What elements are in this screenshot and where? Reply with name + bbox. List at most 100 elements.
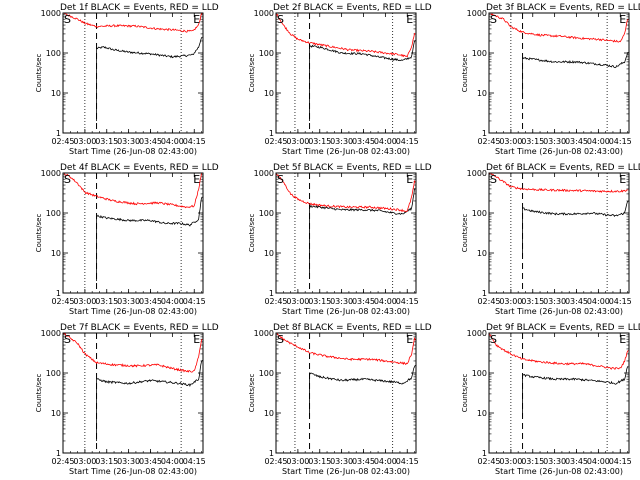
end-marker: E: [619, 333, 626, 346]
x-tick-label: 03:30: [543, 137, 566, 146]
plot-frame: [62, 12, 204, 134]
y-axis-label: Counts/sec: [461, 54, 469, 93]
y-tick-label: 1000: [467, 9, 487, 18]
x-tick-label: 04:00: [587, 137, 610, 146]
lld-series-line: [276, 173, 416, 213]
events-series-line: [96, 36, 203, 121]
start-marker: S: [490, 173, 497, 186]
y-axis-label: Counts/sec: [461, 214, 469, 253]
y-tick-label: 1000: [254, 329, 274, 338]
x-tick-label: 03:00: [286, 297, 309, 306]
y-tick-label: 100: [46, 369, 61, 378]
x-tick-label: 03:45: [352, 137, 375, 146]
panel-title: Det 6f BLACK = Events, RED = LLD: [486, 163, 640, 173]
plot-frame: [62, 172, 204, 294]
y-tick-label: 100: [259, 49, 274, 58]
y-tick-label: 1: [482, 449, 487, 458]
x-tick-label: 03:15: [521, 457, 544, 466]
y-tick-label: 10: [477, 249, 487, 258]
events-series-line: [309, 188, 416, 274]
x-tick-label: 03:45: [139, 297, 162, 306]
y-tick-label: 100: [472, 209, 487, 218]
x-tick-label: 04:15: [183, 137, 206, 146]
y-tick-label: 1000: [467, 329, 487, 338]
plot-frame: [275, 332, 417, 454]
x-tick-label: 04:15: [396, 137, 419, 146]
x-tick-label: 04:15: [396, 457, 419, 466]
start-marker: S: [277, 173, 284, 186]
x-tick-label: 03:00: [73, 297, 96, 306]
end-marker: E: [193, 333, 200, 346]
y-axis-label: Counts/sec: [35, 374, 43, 413]
events-series-line: [522, 51, 629, 97]
y-axis-label: Counts/sec: [248, 214, 256, 253]
events-series-line: [309, 365, 416, 417]
y-tick-label: 1000: [254, 9, 274, 18]
plot-frame: [488, 172, 630, 294]
y-tick-label: 10: [51, 409, 61, 418]
x-tick-label: 04:15: [609, 297, 632, 306]
x-tick-label: 03:00: [499, 457, 522, 466]
y-tick-label: 1: [482, 289, 487, 298]
end-marker: E: [619, 13, 626, 26]
detector-panel: Det 5f BLACK = Events, RED = LLD Counts/s…: [248, 163, 432, 316]
x-tick-label: 03:30: [117, 297, 140, 306]
lld-series-line: [489, 333, 629, 370]
detector-panel: Det 2f BLACK = Events, RED = LLD Counts/s…: [248, 3, 432, 156]
x-tick-label: 03:45: [352, 297, 375, 306]
events-series-line: [96, 360, 203, 441]
end-marker: E: [193, 173, 200, 186]
panel-title: Det 8f BLACK = Events, RED = LLD: [273, 323, 432, 333]
start-marker: S: [64, 333, 71, 346]
plot-frame: [488, 332, 630, 454]
y-axis-label: Counts/sec: [248, 374, 256, 413]
x-tick-label: 03:15: [308, 457, 331, 466]
x-axis-label: Start Time (26-Jun-08 02:43:00): [282, 147, 410, 156]
events-series-line: [96, 196, 203, 281]
x-axis-label: Start Time (26-Jun-08 02:43:00): [69, 147, 197, 156]
x-tick-label: 03:30: [330, 137, 353, 146]
y-axis-label: Counts/sec: [461, 374, 469, 413]
x-tick-label: 03:45: [565, 457, 588, 466]
end-marker: E: [406, 173, 413, 186]
x-axis-label: Start Time (26-Jun-08 02:43:00): [495, 147, 623, 156]
y-tick-label: 100: [46, 209, 61, 218]
y-tick-label: 1: [269, 449, 274, 458]
y-tick-label: 100: [259, 209, 274, 218]
plot-frame: [275, 172, 417, 294]
end-marker: E: [193, 13, 200, 26]
x-tick-label: 04:00: [161, 297, 184, 306]
x-tick-label: 02:45: [51, 137, 74, 146]
y-tick-label: 1: [56, 289, 61, 298]
x-tick-label: 03:30: [330, 457, 353, 466]
detector-panel: Det 7f BLACK = Events, RED = LLD Counts/s…: [35, 323, 219, 476]
y-tick-label: 1000: [467, 169, 487, 178]
y-tick-label: 1: [269, 289, 274, 298]
y-tick-label: 10: [264, 409, 274, 418]
x-tick-label: 02:45: [477, 137, 500, 146]
y-axis-label: Counts/sec: [248, 54, 256, 93]
x-tick-label: 03:15: [95, 297, 118, 306]
x-tick-label: 02:45: [264, 297, 287, 306]
lld-series-line: [63, 173, 203, 209]
detector-panel: Det 9f BLACK = Events, RED = LLD Counts/s…: [461, 323, 640, 476]
x-tick-label: 03:45: [139, 137, 162, 146]
end-marker: E: [406, 13, 413, 26]
y-tick-label: 10: [477, 89, 487, 98]
end-marker: E: [406, 333, 413, 346]
x-tick-label: 02:45: [51, 297, 74, 306]
x-tick-label: 04:00: [587, 457, 610, 466]
panel-title: Det 7f BLACK = Events, RED = LLD: [60, 323, 219, 333]
y-tick-label: 1: [482, 129, 487, 138]
x-tick-label: 04:15: [183, 457, 206, 466]
x-tick-label: 03:00: [499, 137, 522, 146]
x-tick-label: 04:00: [374, 137, 397, 146]
start-marker: S: [64, 13, 71, 26]
panel-title: Det 5f BLACK = Events, RED = LLD: [273, 163, 432, 173]
y-tick-label: 1: [269, 129, 274, 138]
x-tick-label: 03:00: [499, 297, 522, 306]
x-axis-label: Start Time (26-Jun-08 02:43:00): [495, 467, 623, 476]
detector-panel: Det 1f BLACK = Events, RED = LLD Counts/s…: [35, 3, 219, 156]
y-tick-label: 100: [259, 369, 274, 378]
